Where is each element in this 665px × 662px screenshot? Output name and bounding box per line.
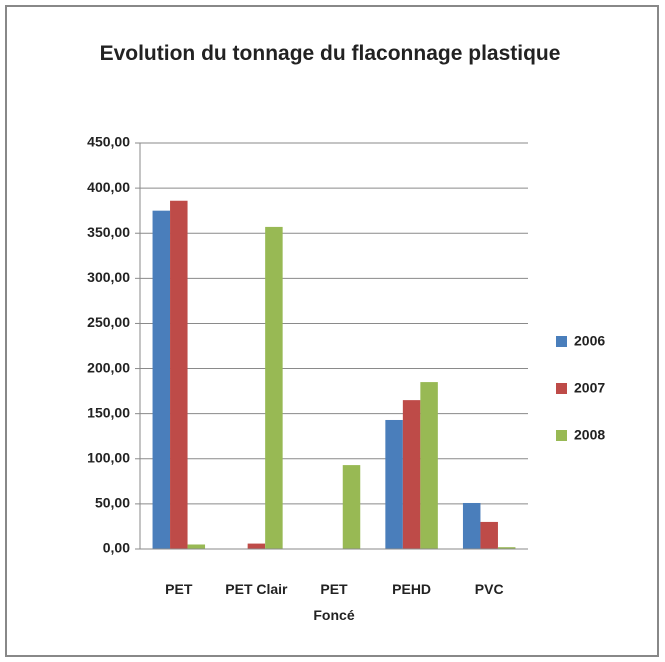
- y-tick-label: 200,00: [87, 359, 130, 375]
- legend-swatch: [556, 430, 567, 441]
- bar: [170, 200, 188, 549]
- legend-label: 2007: [574, 380, 605, 396]
- bar: [342, 465, 361, 549]
- bar: [152, 210, 171, 549]
- x-tick-label: PET Foncé: [313, 581, 355, 623]
- bar: [265, 226, 283, 549]
- bar: [187, 544, 206, 549]
- y-tick-label: 100,00: [87, 449, 130, 465]
- y-tick-label: 250,00: [87, 314, 130, 330]
- chart-title: Evolution du tonnage du flaconnage plast…: [99, 42, 561, 65]
- y-tick-label: 300,00: [87, 269, 130, 285]
- legend-swatch: [556, 383, 567, 394]
- legend-swatch: [556, 336, 567, 347]
- bar: [247, 543, 266, 549]
- y-tick-label: 0,00: [103, 540, 130, 556]
- y-tick-label: 400,00: [87, 179, 130, 195]
- y-tick-label: 350,00: [87, 224, 130, 240]
- chart-frame: [5, 5, 659, 657]
- bar: [462, 502, 481, 549]
- bar: [480, 521, 498, 549]
- bar: [497, 547, 516, 549]
- x-tick-label: PEHD: [392, 581, 432, 597]
- y-tick-label: 450,00: [87, 134, 130, 150]
- x-tick-label: PET Clair: [225, 581, 288, 597]
- y-tick-label: 150,00: [87, 404, 130, 420]
- y-tick-label: 50,00: [95, 495, 130, 511]
- legend-label: 2008: [574, 427, 605, 443]
- bar: [385, 419, 403, 549]
- x-tick-label: PET: [165, 581, 193, 597]
- x-tick-label: PVC: [474, 581, 504, 597]
- bar: [420, 382, 438, 549]
- bar: [402, 400, 421, 549]
- legend-label: 2006: [574, 333, 605, 349]
